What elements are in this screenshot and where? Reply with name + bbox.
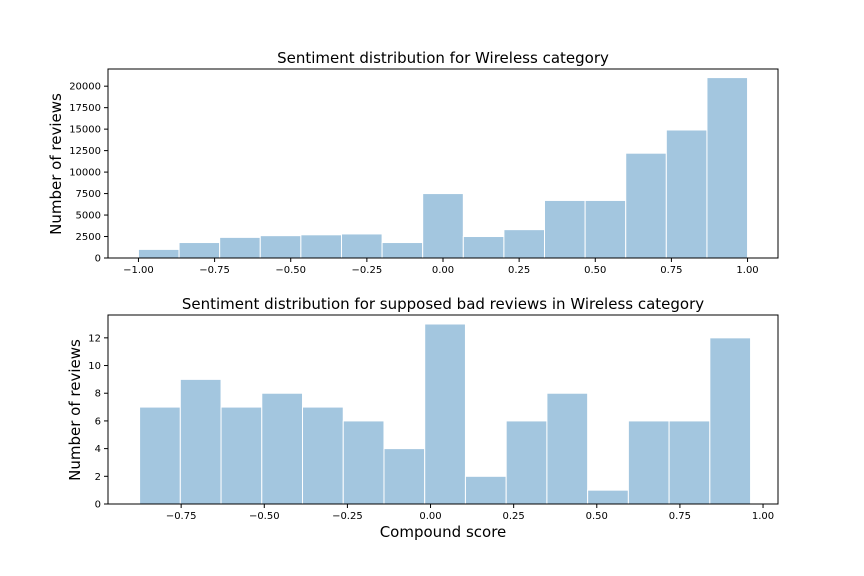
histogram-bar [261,392,304,505]
histogram-bar [503,229,546,259]
x-tick-label: 0.25 [508,265,530,276]
histogram-bar [546,392,589,505]
y-tick-label: 6 [95,416,101,427]
histogram-bar [219,236,261,259]
histogram-bar [302,406,344,505]
x-tick-label: −0.75 [166,511,197,522]
histogram-bar [668,420,711,505]
x-tick-label: −0.50 [249,511,280,522]
y-axis-ticks: 0 2500 5000 7500 10000 12500 15000 17500 20000 [69,82,108,265]
histogram-bar [625,152,667,259]
y-tick-label: 12 [88,333,101,344]
chart-title: Sentiment distribution for supposed bad … [182,295,704,313]
x-tick-label: −1.00 [123,265,154,276]
bars-group [137,77,749,259]
histogram-bar [462,236,505,259]
histogram-bar [381,242,424,259]
x-tick-label: 0.50 [586,511,608,522]
histogram-bar [300,234,342,259]
y-axis-label: Number of reviews [66,339,84,481]
x-axis-ticks: −1.00 −0.75 −0.50 −0.25 0.00 0.25 0.50 0.75 1.00 [123,258,759,276]
y-tick-label: 5000 [76,211,101,222]
chart-title: Sentiment distribution for Wireless cate… [277,49,609,67]
x-tick-label: 0.25 [503,511,525,522]
histogram-bar [544,199,586,259]
histogram-bar [220,406,263,505]
histogram-bar [342,420,385,505]
x-tick-label: 0.00 [432,265,454,276]
x-axis-ticks: −0.75 −0.50 −0.25 0.00 0.25 0.50 0.75 1.00 [166,504,774,522]
y-tick-label: 0 [95,254,101,265]
histogram-bar [178,242,221,259]
y-tick-label: 17500 [69,103,101,114]
histogram-bar [665,129,708,259]
histogram-bar [587,489,629,505]
histogram-bar [464,475,507,505]
y-tick-label: 8 [95,389,101,400]
y-axis-ticks: 0 2 4 6 8 10 12 [88,333,108,511]
x-tick-label: −0.25 [332,511,363,522]
y-tick-label: 2500 [76,232,101,243]
x-tick-label: 0.75 [669,511,691,522]
histogram-bar [505,420,548,505]
histogram-bar [706,77,749,259]
histogram-bar [139,406,181,505]
y-tick-label: 7500 [76,189,101,200]
histogram-bar [424,323,466,505]
bad-reviews-sentiment-histogram: Sentiment distribution for supposed bad … [66,295,779,541]
y-tick-label: 0 [95,500,101,511]
x-tick-label: 1.00 [736,265,758,276]
wireless-sentiment-histogram: Sentiment distribution for Wireless cate… [47,49,779,276]
bars-group [139,323,752,505]
histogram-bar [137,248,180,259]
y-axis-label: Number of reviews [47,93,65,235]
histogram-bar [422,193,464,259]
y-tick-label: 15000 [69,125,101,136]
y-tick-label: 12500 [69,146,101,157]
plot-frame [107,314,779,505]
y-tick-label: 20000 [69,82,101,93]
x-axis-label: Compound score [380,523,507,541]
histogram-bar [383,448,426,505]
histogram-bar [340,233,383,259]
y-tick-label: 4 [95,444,101,455]
histogram-bar [259,235,302,259]
x-tick-label: −0.50 [275,265,306,276]
y-tick-label: 10000 [69,168,101,179]
y-tick-label: 10 [88,361,101,372]
histogram-bar [709,337,752,505]
x-tick-label: −0.25 [352,265,383,276]
y-tick-label: 2 [95,472,101,483]
x-tick-label: 0.75 [660,265,682,276]
x-tick-label: 1.00 [752,511,774,522]
x-tick-label: 0.50 [584,265,606,276]
x-tick-label: −0.75 [199,265,230,276]
x-tick-label: 0.00 [419,511,441,522]
histogram-bar [627,420,670,505]
histogram-bar [179,378,222,505]
histogram-bar [584,199,627,259]
